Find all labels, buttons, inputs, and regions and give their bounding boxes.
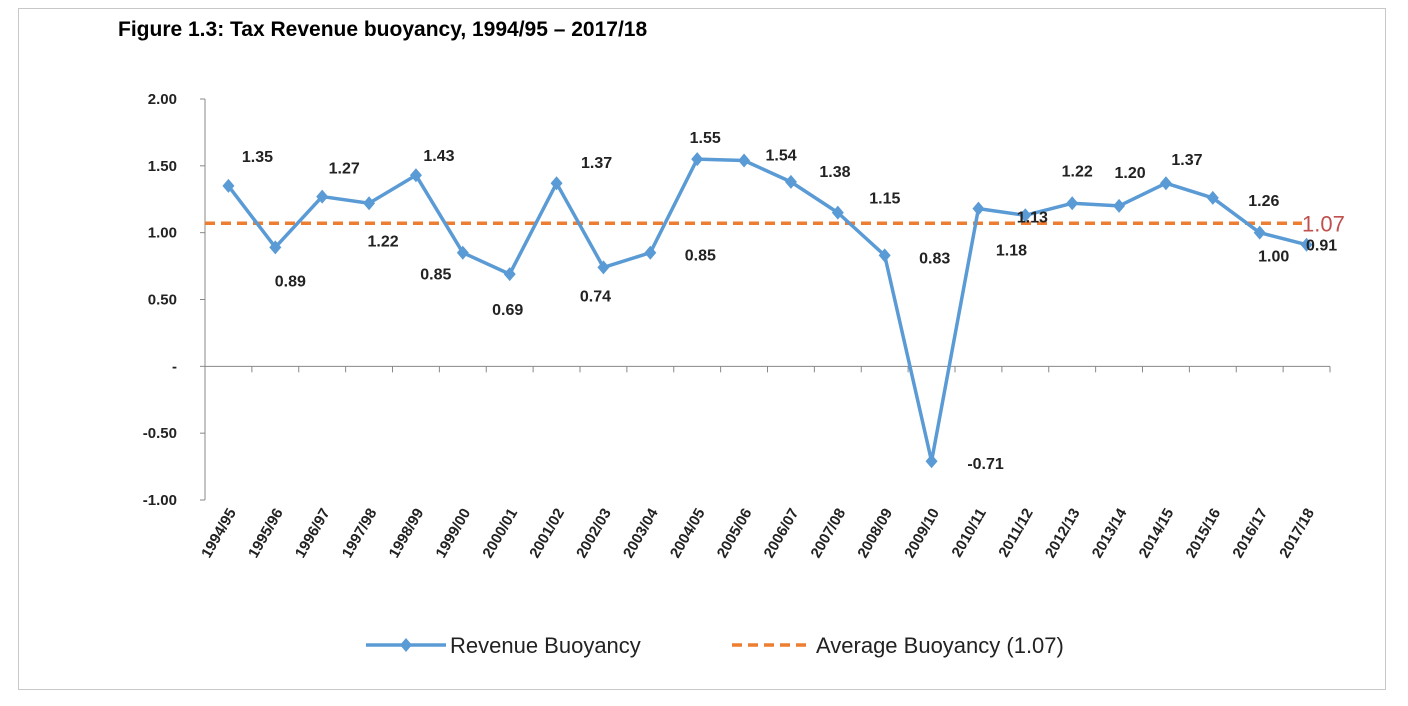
revenue-buoyancy-line xyxy=(227,157,1307,463)
x-tick-label: 2009/10 xyxy=(901,506,943,561)
data-label: 1.20 xyxy=(1114,165,1145,182)
y-tick-label: 0.50 xyxy=(148,292,177,309)
x-tick-label: 2006/07 xyxy=(761,506,803,561)
data-point-marker xyxy=(1159,176,1172,191)
data-point-marker xyxy=(925,454,938,469)
x-tick-label: 2001/02 xyxy=(526,506,568,561)
data-label: 1.38 xyxy=(819,164,850,181)
x-tick-label: 2017/18 xyxy=(1276,506,1318,561)
x-tick-label: 2000/01 xyxy=(479,506,521,561)
x-tick-label: 2008/09 xyxy=(854,506,896,561)
data-point-marker xyxy=(1019,208,1032,223)
y-tick-label: 1.00 xyxy=(148,225,177,242)
data-label: 0.83 xyxy=(919,250,950,267)
data-label: 0.85 xyxy=(685,248,716,265)
x-tick-label: 2005/06 xyxy=(714,506,756,561)
data-point-marker xyxy=(269,240,282,255)
legend-revenue-label: Revenue Buoyancy xyxy=(450,633,641,658)
data-label: 1.18 xyxy=(996,243,1027,260)
x-tick-label: 2016/17 xyxy=(1229,506,1271,561)
legend-average-label: Average Buoyancy (1.07) xyxy=(816,633,1064,658)
data-label: 1.13 xyxy=(1017,209,1048,226)
data-point-marker xyxy=(597,260,610,275)
data-point-marker xyxy=(1300,237,1313,252)
data-label: 1.26 xyxy=(1248,193,1279,210)
data-label: 1.22 xyxy=(367,233,398,250)
x-tick-label: 2015/16 xyxy=(1182,506,1224,561)
y-tick-label: 1.50 xyxy=(148,158,177,175)
y-tick-label: -0.50 xyxy=(143,425,177,442)
data-label: 1.55 xyxy=(690,130,721,147)
data-label: 1.37 xyxy=(581,155,612,172)
data-point-marker xyxy=(1113,198,1126,213)
data-point-marker xyxy=(738,153,751,168)
x-tick-label: 1995/96 xyxy=(245,506,287,561)
data-point-marker xyxy=(1253,225,1266,240)
x-tick-label: 2011/12 xyxy=(995,506,1036,561)
y-tick-label: -1.00 xyxy=(143,492,177,509)
data-label: 1.22 xyxy=(1062,163,1093,180)
data-label: 1.15 xyxy=(869,191,900,208)
data-point-marker xyxy=(363,196,376,211)
x-tick-label: 1994/95 xyxy=(198,506,240,561)
chart-frame xyxy=(18,8,1386,690)
data-point-marker xyxy=(878,248,891,263)
data-label: 1.27 xyxy=(329,161,360,178)
data-point-marker xyxy=(1066,196,1079,211)
data-label: 0.89 xyxy=(275,273,306,290)
x-tick-label: 2014/15 xyxy=(1136,506,1178,561)
x-tick-label: 2012/13 xyxy=(1042,506,1084,561)
x-tick-label: 2007/08 xyxy=(807,506,849,561)
data-point-marker xyxy=(222,178,235,193)
data-point-marker xyxy=(644,245,657,260)
data-label: 1.37 xyxy=(1171,152,1202,169)
data-point-marker xyxy=(409,168,422,183)
x-tick-label: 2013/14 xyxy=(1089,505,1131,561)
y-tick-label: - xyxy=(172,358,177,375)
data-label: 1.54 xyxy=(765,147,796,164)
data-point-marker xyxy=(784,174,797,189)
data-point-marker xyxy=(456,245,469,260)
data-label: 1.43 xyxy=(423,148,454,165)
data-point-marker xyxy=(831,205,844,220)
data-label: 0.74 xyxy=(580,288,611,305)
x-tick-label: 2003/04 xyxy=(620,505,662,561)
data-point-marker xyxy=(972,201,985,216)
chart-title: Figure 1.3: Tax Revenue buoyancy, 1994/9… xyxy=(118,18,648,41)
y-tick-label: 2.00 xyxy=(148,91,177,108)
x-tick-label: 2002/03 xyxy=(573,506,615,561)
data-point-marker xyxy=(1206,190,1219,205)
x-tick-label: 1999/00 xyxy=(432,506,474,561)
x-tick-label: 1996/97 xyxy=(292,506,334,561)
data-point-marker xyxy=(503,267,516,282)
data-label: 1.35 xyxy=(242,149,273,166)
data-label: 0.85 xyxy=(420,267,451,284)
legend-revenue-marker xyxy=(400,638,412,652)
data-label: 0.91 xyxy=(1306,238,1337,255)
average-label: 1.07 xyxy=(1302,211,1345,236)
data-point-marker xyxy=(550,176,563,191)
data-label: 1.00 xyxy=(1258,249,1289,266)
data-label: 0.69 xyxy=(492,302,523,319)
x-tick-label: 2010/11 xyxy=(948,506,989,561)
data-label: -0.71 xyxy=(967,456,1004,473)
x-tick-label: 1998/99 xyxy=(386,506,428,561)
data-point-marker xyxy=(691,152,704,167)
data-point-marker xyxy=(316,189,329,204)
x-tick-label: 1997/98 xyxy=(339,506,381,561)
x-tick-label: 2004/05 xyxy=(667,506,709,561)
